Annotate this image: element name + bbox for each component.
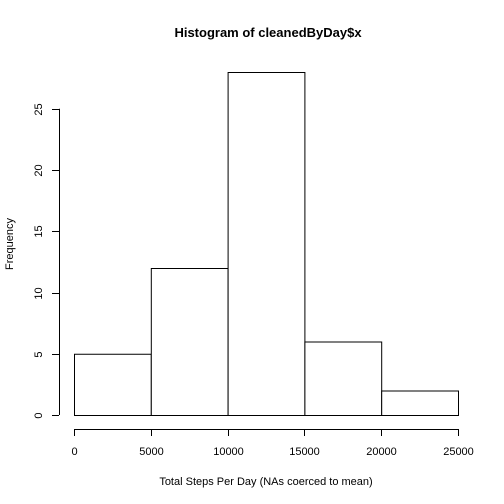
y-axis-label: Frequency bbox=[4, 218, 16, 270]
y-tick-label-5: 25 bbox=[33, 103, 45, 115]
y-tick-label-1: 5 bbox=[33, 351, 45, 357]
y-tick-label-2: 10 bbox=[33, 287, 45, 299]
histogram-bar-2 bbox=[227, 72, 306, 416]
x-axis: 0 5000 10000 15000 20000 25000 bbox=[71, 429, 474, 458]
x-tick-label-5: 25000 bbox=[443, 446, 474, 458]
x-tick-label-2: 10000 bbox=[213, 446, 244, 458]
y-tick-label-3: 15 bbox=[33, 225, 45, 237]
x-tick-label-3: 15000 bbox=[289, 446, 320, 458]
y-tick-label-0: 0 bbox=[33, 412, 45, 418]
x-tick-label-0: 0 bbox=[71, 446, 77, 458]
histogram-bar-3 bbox=[304, 341, 383, 416]
y-tick-label-4: 20 bbox=[33, 164, 45, 176]
chart-title: Histogram of cleanedByDay$x bbox=[174, 25, 362, 40]
x-axis-label: Total Steps Per Day (NAs coerced to mean… bbox=[159, 476, 372, 488]
histogram-bar-4 bbox=[381, 390, 460, 416]
bars-group bbox=[74, 72, 460, 416]
histogram-bar-1 bbox=[150, 268, 229, 416]
histogram-bar-0 bbox=[74, 353, 152, 416]
x-tick-label-4: 20000 bbox=[366, 446, 397, 458]
y-axis: 0 5 10 15 20 25 bbox=[33, 103, 60, 419]
x-tick-label-1: 5000 bbox=[139, 446, 163, 458]
